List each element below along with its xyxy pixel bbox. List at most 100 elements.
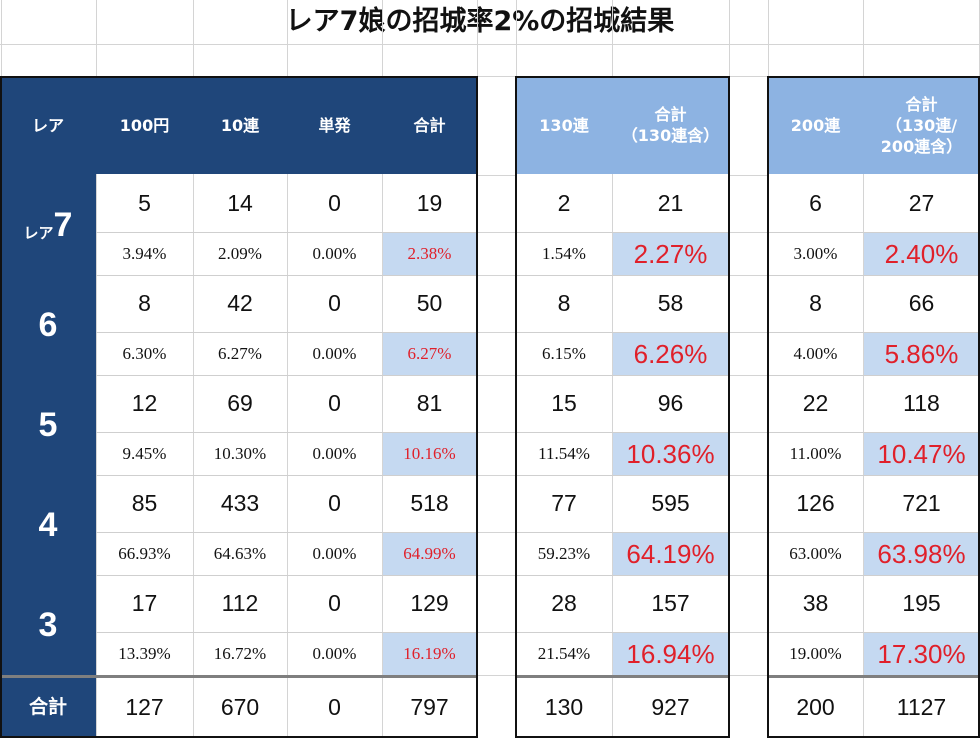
rarity-prefix: レア [23,224,54,242]
gridline-horizontal [477,675,517,676]
percent-cell: 10.47% [864,433,979,475]
gridline-horizontal [729,632,769,633]
total-cell: 797 [410,693,449,720]
percent-cell: 0.00% [312,344,357,363]
gridline-horizontal [729,475,769,476]
count-cell: 129 [410,590,449,616]
percent-cell: 16.72% [213,644,267,663]
gridline-horizontal [477,232,517,233]
rarity-label: 4 [0,475,96,575]
percent-cell: 10.36% [613,433,728,475]
header-total-130-line: （130連含） [621,126,720,145]
count-cell: 38 [802,590,829,616]
percent-cell: 11.54% [538,444,590,463]
row-divider [768,375,980,376]
gridline-horizontal [729,175,769,176]
page-title: レア7娘の招城率2%の招城結果 [285,6,675,37]
row-divider [768,275,980,276]
gridline-vertical [477,0,478,736]
count-cell: 58 [657,290,684,316]
row-divider [516,275,729,276]
row-divider [516,332,729,333]
row-divider [96,432,477,433]
row-divider [516,632,729,633]
rarity-label: 6 [0,275,96,375]
gridline-vertical [96,0,97,736]
gridline-horizontal [0,44,980,45]
gridline-vertical [193,0,194,736]
percent-cell: 66.93% [118,544,171,563]
gridline-horizontal [477,332,517,333]
count-cell: 21 [657,190,684,216]
row-divider [96,632,477,633]
count-cell: 17 [131,590,158,616]
gridline-vertical [382,0,383,736]
row-divider [768,432,980,433]
percent-cell: 21.54% [537,644,591,663]
header-total: 合計 [382,76,477,174]
percent-cell: 6.26% [613,333,728,375]
gridline-horizontal [729,575,769,576]
row-divider [768,575,980,576]
percent-cell: 19.00% [789,644,842,663]
percent-cell: 4.00% [793,344,838,363]
gridline-horizontal [729,332,769,333]
percent-cell: 16.94% [613,633,728,675]
count-cell: 50 [416,290,443,316]
gridline-horizontal [729,532,769,533]
count-cell: 518 [410,490,449,516]
gridline-horizontal [729,432,769,433]
percent-cell: 1.54% [542,244,586,263]
percent-cell: 2.27% [613,233,728,275]
count-cell: 8 [809,290,822,316]
header-130ren: 130連 [516,76,612,174]
header-single: 単発 [287,76,382,174]
gridline-vertical [729,0,730,736]
row-divider [768,632,980,633]
percent-cell: 64.63% [213,544,267,563]
count-cell: 85 [131,490,158,516]
count-cell: 595 [651,490,690,516]
row-divider [516,575,729,576]
total-cell: 1127 [896,693,947,720]
gridline-vertical [612,0,613,736]
header-total-200-line: 200連含） [880,136,963,156]
percent-cell: 63.00% [789,544,842,563]
gridline-horizontal [729,675,769,676]
percent-cell: 59.23% [537,544,591,563]
percent-cell: 3.00% [793,244,838,263]
count-cell: 81 [416,390,443,416]
count-cell: 42 [227,290,253,316]
rarity-number: 4 [38,505,58,544]
gridline-horizontal [477,175,517,176]
count-cell: 15 [551,390,577,416]
gridline-horizontal [477,632,517,633]
row-divider [516,532,729,533]
gridline-horizontal [477,532,517,533]
percent-cell: 0.00% [312,244,357,263]
header-total-130-line: 合計 [654,105,687,124]
count-cell: 22 [802,390,829,416]
count-cell: 118 [903,390,940,416]
count-cell: 12 [131,390,158,416]
percent-cell: 13.39% [118,644,171,663]
row-divider [516,375,729,376]
gridline-horizontal [477,475,517,476]
percent-cell: 16.19% [383,633,476,675]
count-cell: 0 [328,390,341,416]
percent-cell: 3.94% [122,244,167,263]
count-cell: 66 [908,290,935,316]
percent-cell: 2.38% [383,233,476,275]
percent-cell: 6.30% [122,344,167,363]
rarity-label: 5 [0,375,96,475]
count-cell: 5 [138,190,151,216]
gridline-horizontal [477,432,517,433]
total-divider [516,675,729,678]
count-cell: 69 [227,390,253,416]
percent-cell: 17.30% [864,633,979,675]
count-cell: 8 [138,290,151,316]
header-rarity: レア [0,76,96,174]
row-divider [96,275,477,276]
row-divider [768,475,980,476]
row-divider [516,432,729,433]
